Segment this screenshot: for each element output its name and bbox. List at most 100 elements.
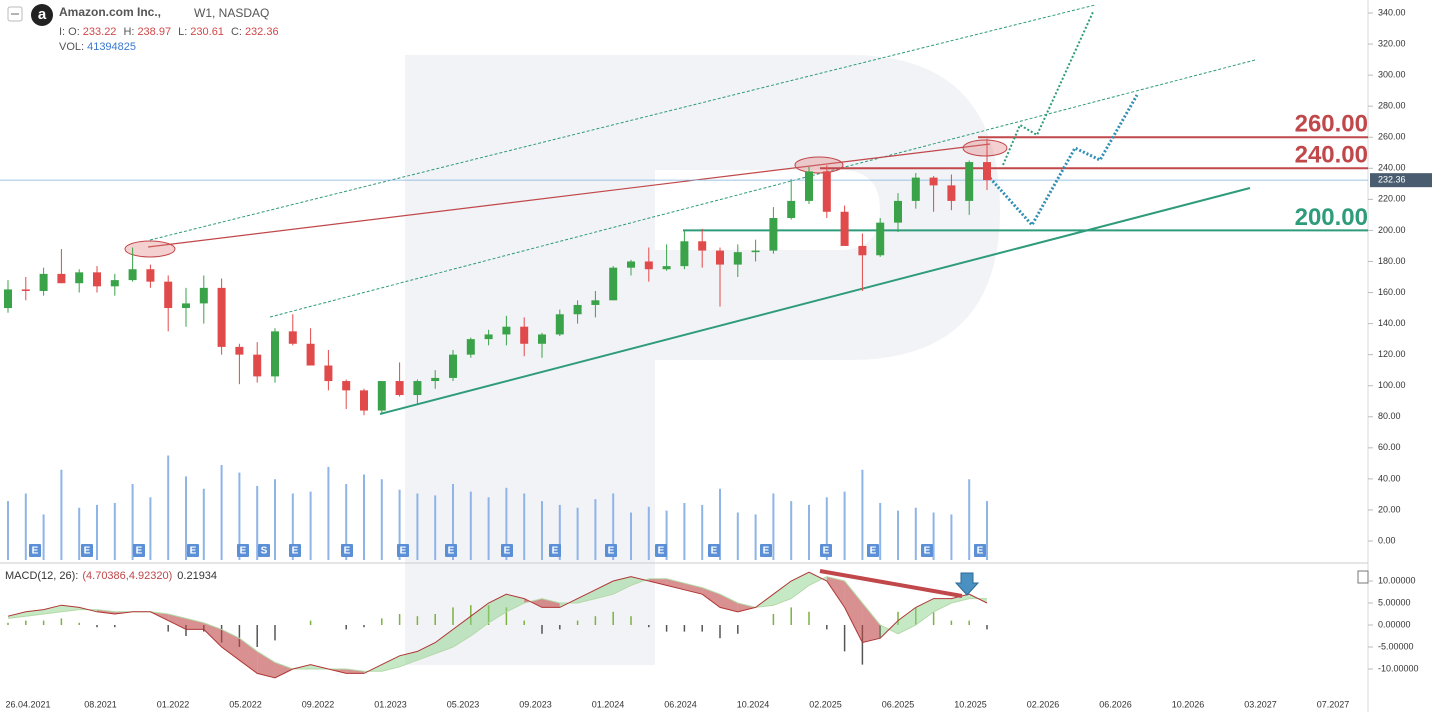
macd-fill xyxy=(453,616,471,647)
candle-body xyxy=(876,222,885,256)
candle-body xyxy=(751,250,760,253)
volume-bar xyxy=(345,484,348,560)
event-marker xyxy=(708,544,720,557)
ohlc-readout: I: O: 233.22 H: 238.97 L: 230.61 C: 232.36 VOL: 4… xyxy=(59,26,279,53)
macd-fill xyxy=(506,594,525,612)
event-marker xyxy=(341,544,353,557)
candle-body xyxy=(858,245,867,256)
y-tick-label: 200.00 xyxy=(1378,225,1406,235)
x-tick-label: 08.2021 xyxy=(84,699,117,709)
macd-fill xyxy=(933,598,952,612)
volume-bar xyxy=(167,455,170,560)
macd-fill xyxy=(524,598,542,608)
x-tick-label: 02.2026 xyxy=(1027,699,1060,709)
current-price-box xyxy=(1370,173,1432,188)
macd-fill xyxy=(275,662,293,678)
event-marker xyxy=(549,544,561,557)
volume-bar xyxy=(398,489,401,560)
x-tick-label: 07.2027 xyxy=(1317,699,1350,709)
y-tick-label: 340.00 xyxy=(1378,7,1406,17)
event-marker xyxy=(974,544,986,557)
volume-bar xyxy=(42,514,45,560)
event-label: E xyxy=(504,546,511,557)
x-tick-label: 01.2023 xyxy=(374,699,407,709)
x-tick-label: 09.2023 xyxy=(519,699,552,709)
volume-label: VOL: xyxy=(59,41,84,53)
volume-bar xyxy=(505,487,508,560)
volume-bar xyxy=(576,507,579,560)
event-label: E xyxy=(977,546,984,557)
candle-body xyxy=(555,314,564,335)
volume-bar xyxy=(149,497,152,560)
candle-body xyxy=(680,241,689,267)
volume-bar xyxy=(7,501,9,560)
event-marker xyxy=(655,544,667,557)
event-marker xyxy=(81,544,93,557)
x-tick-label: 10.2024 xyxy=(737,699,770,709)
macd-fill xyxy=(43,605,62,614)
readout-label: H: xyxy=(123,26,134,38)
volume-bar xyxy=(914,507,917,560)
candle-body xyxy=(39,273,48,291)
candle-body xyxy=(413,381,422,396)
highlight-ellipse xyxy=(962,139,1008,157)
macd-fill xyxy=(826,576,845,608)
candle-body xyxy=(627,261,635,268)
event-marker xyxy=(133,544,145,557)
volume-bar xyxy=(612,493,615,560)
macd-fill xyxy=(666,578,685,590)
macd-fill xyxy=(648,578,667,586)
candle-body xyxy=(199,287,208,304)
readout-label: L: xyxy=(178,26,187,38)
macd-hist-readout: 0.21934 xyxy=(177,570,217,582)
y-tick-label: 260.00 xyxy=(1378,132,1406,142)
macd-fill xyxy=(791,572,809,599)
y-tick-label: 10.00000 xyxy=(1378,575,1416,585)
volume-bar xyxy=(256,485,259,560)
candle-body xyxy=(360,390,368,411)
macd-fill xyxy=(951,594,970,603)
macd-fill xyxy=(257,651,275,678)
volume-bar xyxy=(380,479,383,560)
candle-body xyxy=(306,343,315,366)
signal-line xyxy=(7,576,987,672)
macd-fill xyxy=(186,618,204,630)
event-label: E xyxy=(400,546,407,557)
candle-body xyxy=(217,287,226,347)
macd-fill xyxy=(381,655,400,672)
volume-value: 41394825 xyxy=(87,41,136,53)
candle-body xyxy=(288,331,297,344)
event-marker xyxy=(820,544,832,557)
volume-bar xyxy=(309,491,312,560)
event-label: E xyxy=(870,546,877,557)
candle-body xyxy=(324,365,333,382)
macd-fill xyxy=(684,583,703,595)
highlight-ellipse xyxy=(794,156,844,174)
y-tick-label: 240.00 xyxy=(1378,163,1406,173)
delete-icon[interactable] xyxy=(1357,570,1369,584)
volume-bar xyxy=(861,469,864,560)
divergence-line xyxy=(819,569,963,598)
candle-body xyxy=(75,272,84,284)
level-label: 200.00 xyxy=(1295,204,1368,231)
candle-body xyxy=(146,269,155,282)
candle-body xyxy=(662,266,671,270)
macd-label: MACD(12, 26): xyxy=(5,570,78,582)
level-label: 240.00 xyxy=(1295,142,1368,169)
macd-fill xyxy=(898,607,916,634)
volume-bar xyxy=(825,497,828,560)
volume-bar xyxy=(647,506,650,560)
macd-fill xyxy=(809,572,827,586)
x-tick-label: 06.2026 xyxy=(1099,699,1132,709)
volume-bar xyxy=(274,479,276,560)
candle-body xyxy=(538,334,546,344)
volume-bar xyxy=(630,512,632,560)
volume-bar xyxy=(363,474,365,560)
macd-fill xyxy=(577,589,596,603)
y-tick-label: 320.00 xyxy=(1378,38,1406,48)
macd-fill xyxy=(720,594,738,612)
event-label: E xyxy=(763,546,770,557)
event-label: E xyxy=(608,546,615,557)
macd-fill xyxy=(631,576,649,586)
volume-bar xyxy=(808,504,810,560)
